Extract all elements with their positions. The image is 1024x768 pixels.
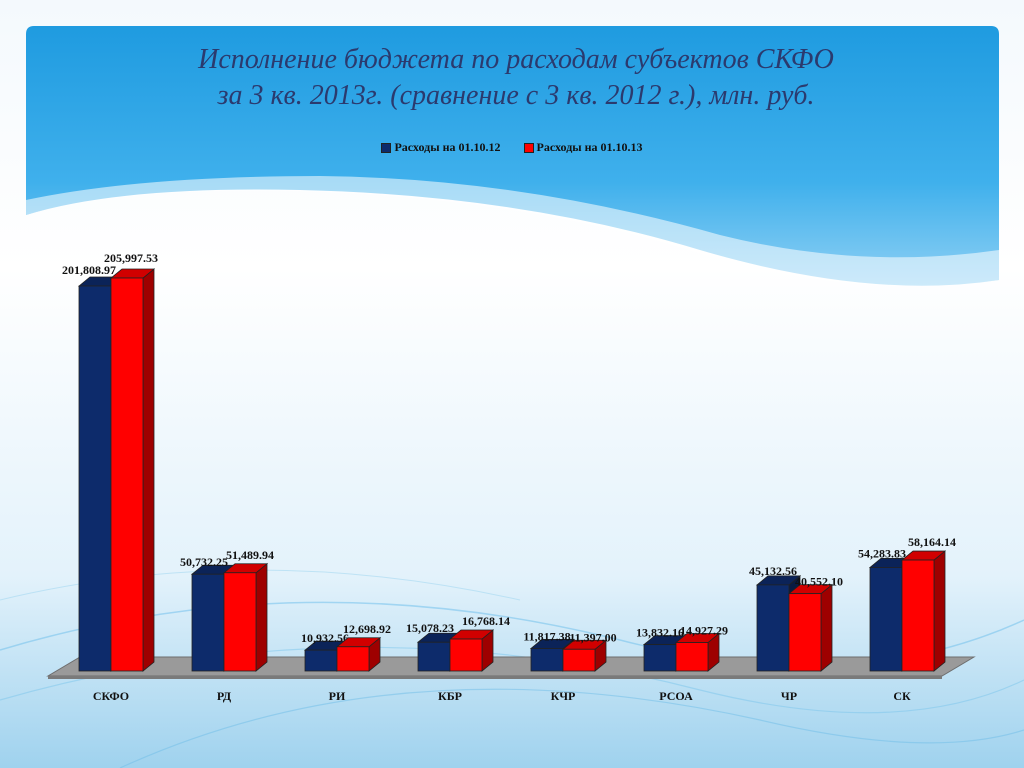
value-label-2013-4: 11,397.00 [569, 630, 616, 644]
legend-item-2012: Расходы на 01.10.12 [381, 140, 501, 155]
category-label-3: КБР [438, 689, 462, 703]
bar-2013-0-side [142, 268, 155, 672]
bar-2013-6-side [820, 583, 833, 672]
legend-swatch-2012 [381, 143, 392, 154]
bar-2012-0-front [78, 285, 112, 672]
bar-2013-7-front [901, 559, 935, 672]
bar-2012-5-front [643, 644, 677, 672]
bar-2012-7-front [869, 567, 903, 672]
category-label-6: ЧР [781, 689, 797, 703]
value-label-2013-3: 16,768.14 [462, 614, 510, 628]
bar-2013-0-front [110, 277, 144, 672]
bar-2012-3-front [417, 641, 451, 672]
value-label-2012-4: 11,817.38 [523, 629, 570, 643]
bar-2013-1-side [255, 562, 268, 672]
bar-2012-6-front [756, 584, 790, 672]
value-label-2013-6: 40,552.10 [795, 575, 843, 589]
category-label-1: РД [217, 689, 232, 703]
chart-title: Исполнение бюджета по расходам субъектов… [26, 42, 1006, 114]
chart-floor-edge [48, 676, 942, 679]
chart-floor [46, 656, 976, 677]
legend-item-2013: Расходы на 01.10.13 [523, 140, 643, 155]
legend-label-2013: Расходы на 01.10.13 [536, 140, 643, 154]
bar-2013-5-front [675, 642, 709, 672]
bar-2013-1-front [223, 572, 257, 672]
category-label-5: РСОА [659, 689, 693, 703]
value-label-2013-5: 14,927.29 [680, 624, 728, 638]
category-label-0: СКФО [93, 689, 129, 703]
legend-swatch-2013 [523, 143, 534, 154]
value-label-2013-7: 58,164.14 [908, 535, 956, 549]
bar-2013-7-side [933, 550, 946, 672]
value-label-2012-6: 45,132.56 [749, 564, 797, 578]
value-label-2012-3: 15,078.23 [406, 621, 454, 635]
value-label-2013-1: 51,489.94 [226, 548, 274, 562]
bar-2012-1-front [191, 573, 225, 672]
chart-title-line2: за 3 кв. 2013г. (сравнение с 3 кв. 2012 … [217, 80, 815, 111]
value-label-2012-7: 54,283.83 [858, 546, 906, 560]
value-label-2012-0: 201,808.97 [62, 263, 116, 277]
legend-label-2012: Расходы на 01.10.12 [394, 140, 501, 154]
value-label-2013-0: 205,997.53 [104, 251, 158, 265]
value-label-2012-1: 50,732.25 [180, 555, 228, 569]
chart-title-line1: Исполнение бюджета по расходам субъектов… [198, 44, 834, 75]
value-label-2012-2: 10,932.56 [301, 631, 349, 645]
bar-2012-2-front [304, 649, 338, 672]
category-label-4: КЧР [551, 689, 576, 703]
bar-2013-2-front [336, 646, 370, 672]
bar-2013-6-front [788, 593, 822, 672]
bar-2013-3-front [449, 638, 483, 672]
value-label-2013-2: 12,698.92 [343, 622, 391, 636]
category-label-2: РИ [329, 689, 346, 703]
category-label-7: СК [893, 689, 911, 703]
chart-legend: Расходы на 01.10.12 Расходы на 01.10.13 [0, 140, 1024, 155]
bar-2012-4-front [530, 648, 564, 672]
value-label-2012-5: 13,832.16 [636, 626, 684, 640]
bar-2013-4-front [562, 648, 596, 672]
